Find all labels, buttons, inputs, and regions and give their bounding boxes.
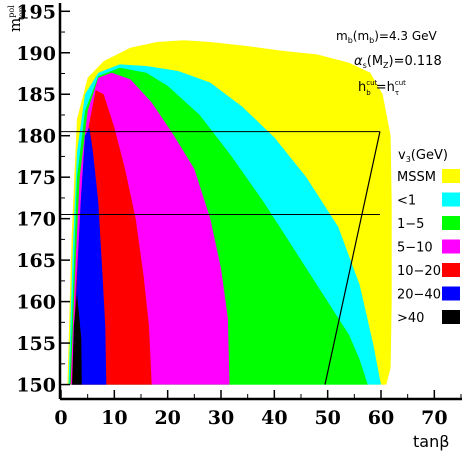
legend-items: MSSM <1 1−5 5−10 10−20 20−40 >40 — [397, 169, 460, 326]
legend-label: 5−10 — [397, 241, 433, 256]
y-tick-label: 175 — [16, 167, 56, 189]
x-axis-label: tanβ — [413, 432, 449, 451]
y-axis-ticks: 150 155 160 165 170 175 180 185 190 195 — [16, 1, 70, 397]
diagonal-line — [324, 131, 381, 385]
legend-swatch — [442, 192, 460, 207]
legend-label: 20−40 — [397, 288, 441, 303]
region-20-40 — [72, 127, 107, 385]
legend-label: >40 — [397, 311, 424, 326]
legend-title: v3(GeV) — [398, 148, 448, 164]
y-label-superscript: pol — [7, 5, 16, 18]
y-tick-label: 190 — [16, 43, 56, 65]
region--40 — [72, 293, 82, 385]
x-tick-label: 50 — [314, 407, 340, 429]
annotation-alphas: αs(MZ)=0.118 — [354, 54, 442, 70]
plot-frame — [58, 3, 462, 401]
legend-swatch — [442, 263, 460, 277]
y-tick-label: 160 — [16, 292, 56, 314]
y-tick-label: 165 — [16, 250, 56, 272]
x-tick-label: 70 — [421, 407, 447, 429]
legend-label: 10−20 — [397, 264, 441, 279]
x-tick-label: 20 — [154, 407, 180, 429]
legend-swatch — [442, 169, 460, 183]
y-tick-label: 170 — [16, 209, 56, 231]
x-tick-label: 60 — [368, 407, 394, 429]
legend-swatch — [442, 310, 460, 324]
regions-group — [67, 40, 392, 385]
y-tick-label: 195 — [16, 1, 56, 23]
legend-swatch — [442, 216, 460, 230]
legend-label: MSSM — [397, 170, 436, 185]
x-tick-label: 0 — [54, 407, 67, 429]
annotation-mb: mb(mb)=4.3 GeV — [336, 29, 438, 45]
x-tick-label: 10 — [101, 407, 127, 429]
annotation-hcut: hcut b =hcut τ — [358, 79, 406, 97]
y-axis-label: mpoltop — [6, 5, 26, 32]
horizontal-lines — [61, 131, 381, 385]
legend-label: <1 — [397, 194, 416, 209]
y-label-subscript: top — [17, 7, 26, 20]
y-tick-label: 185 — [16, 84, 56, 106]
y-tick-label: 155 — [16, 333, 56, 355]
legend: v3(GeV) MSSM <1 1−5 5−10 10−20 20−40 >40 — [397, 148, 460, 326]
legend-swatch — [442, 239, 460, 254]
y-tick-label: 150 — [16, 375, 56, 397]
x-tick-label: 40 — [261, 407, 287, 429]
x-axis-ticks: 0 10 20 30 40 50 60 70 — [54, 390, 462, 429]
legend-label: 1−5 — [397, 217, 424, 232]
y-tick-label: 180 — [16, 126, 56, 148]
annotations: mb(mb)=4.3 GeV αs(MZ)=0.118 hcut b =hcut τ — [336, 29, 442, 97]
x-tick-label: 30 — [208, 407, 234, 429]
legend-swatch — [442, 286, 460, 301]
